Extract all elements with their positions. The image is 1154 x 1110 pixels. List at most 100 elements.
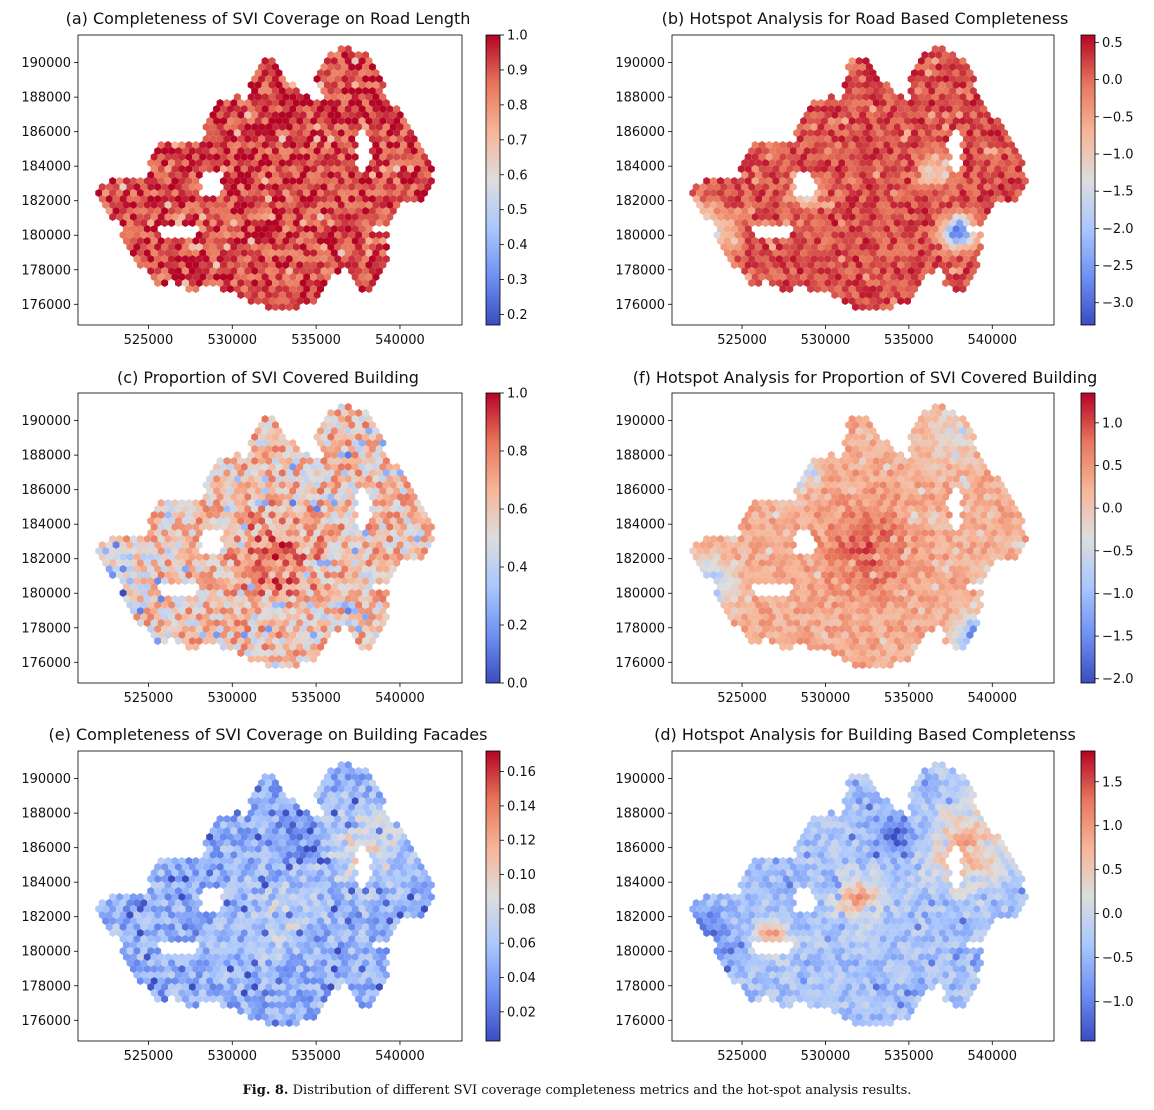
colorbar-tick-label: 0.6 xyxy=(507,168,528,183)
hex-cell xyxy=(272,75,279,83)
hex-cell xyxy=(171,535,179,543)
hex-cell xyxy=(942,577,950,585)
hex-cell xyxy=(976,231,984,239)
hex-cell xyxy=(769,255,776,263)
hex-cell xyxy=(817,505,825,513)
hex-cell xyxy=(261,93,269,101)
hex-cell xyxy=(862,523,870,531)
hex-cell xyxy=(337,559,345,567)
hex-cell xyxy=(369,613,376,621)
hex-cell xyxy=(838,565,846,573)
hex-cell xyxy=(178,535,186,543)
hex-cell xyxy=(969,207,977,215)
hex-cell xyxy=(337,81,345,89)
hex-cell xyxy=(914,481,922,489)
hex-cell xyxy=(935,505,943,513)
hex-cell xyxy=(1011,159,1019,167)
hex-cell xyxy=(748,553,756,561)
hex-cell xyxy=(959,595,967,603)
hex-cell xyxy=(351,57,359,65)
hex-cell xyxy=(355,267,363,275)
hex-cell xyxy=(938,595,946,603)
hex-cell xyxy=(866,267,873,275)
hex-cell xyxy=(261,499,269,507)
hex-cell xyxy=(265,433,272,441)
hex-cell xyxy=(278,517,286,525)
hex-cell xyxy=(817,279,825,287)
hex-cell xyxy=(824,99,832,107)
hex-cell xyxy=(827,225,835,233)
hex-cell xyxy=(285,469,293,477)
hex-cell xyxy=(855,201,863,209)
hex-cell xyxy=(244,279,252,287)
hex-cell xyxy=(852,63,860,71)
hex-cell xyxy=(369,123,376,131)
hex-cell xyxy=(265,625,272,633)
hex-cell xyxy=(213,261,220,269)
hex-cell xyxy=(414,535,421,543)
hex-cell xyxy=(706,553,714,561)
hex-cell xyxy=(244,111,252,119)
hex-cell xyxy=(220,619,227,627)
hex-cell xyxy=(133,231,141,239)
hex-cell xyxy=(417,183,425,191)
hex-cell xyxy=(261,547,269,555)
hex-cell xyxy=(734,207,742,215)
hex-cell xyxy=(924,511,932,519)
hex-cell xyxy=(911,559,918,567)
hex-cell xyxy=(1008,153,1015,161)
hex-cell xyxy=(748,231,756,239)
hex-cell xyxy=(741,613,749,621)
hex-cell xyxy=(303,285,311,293)
hex-cell xyxy=(306,195,314,203)
hex-cell xyxy=(869,571,877,579)
hex-cell xyxy=(123,177,130,185)
hex-cell xyxy=(289,607,297,615)
hex-cell xyxy=(320,433,328,441)
hex-cell xyxy=(116,189,123,197)
hex-cell xyxy=(341,243,349,251)
hex-cell xyxy=(126,231,134,239)
hex-cell xyxy=(168,183,175,191)
hex-cell xyxy=(150,177,158,185)
hex-cell xyxy=(734,601,742,609)
hex-cell xyxy=(897,595,905,603)
hex-cell xyxy=(748,207,756,215)
hex-cell xyxy=(341,457,349,465)
hex-cell xyxy=(1011,183,1019,191)
hex-cell xyxy=(175,219,182,227)
hex-cell xyxy=(348,267,356,275)
hex-cell xyxy=(157,619,165,627)
hex-cell xyxy=(237,99,245,107)
axes-frame xyxy=(671,34,1055,326)
hex-cell xyxy=(407,177,414,185)
hex-cell xyxy=(848,153,856,161)
hex-cell xyxy=(185,511,193,519)
hex-cell xyxy=(907,135,915,143)
hex-cell xyxy=(911,535,918,543)
hex-cell xyxy=(299,589,307,597)
hex-cell xyxy=(427,177,435,185)
hex-cell xyxy=(931,69,939,77)
hex-cell xyxy=(848,583,856,591)
hex-cell xyxy=(372,547,380,555)
hex-cell xyxy=(827,547,835,555)
hex-cell xyxy=(341,231,349,239)
hex-cell xyxy=(393,165,401,173)
hex-cell xyxy=(261,523,269,531)
hex-cell xyxy=(251,231,259,239)
hex-cell xyxy=(980,571,988,579)
hex-cell xyxy=(230,111,238,119)
hex-cell xyxy=(893,183,901,191)
hex-cell xyxy=(292,111,300,119)
hex-cell xyxy=(133,577,141,585)
hex-cell xyxy=(855,583,863,591)
hex-cell xyxy=(143,559,151,567)
hex-cell xyxy=(848,273,856,281)
hex-cell xyxy=(320,75,328,83)
x-tick-label: 525000 xyxy=(124,691,174,706)
hex-cell xyxy=(918,439,925,447)
hex-cell xyxy=(800,153,808,161)
hex-cell xyxy=(147,589,155,597)
hex-cell xyxy=(275,177,283,185)
